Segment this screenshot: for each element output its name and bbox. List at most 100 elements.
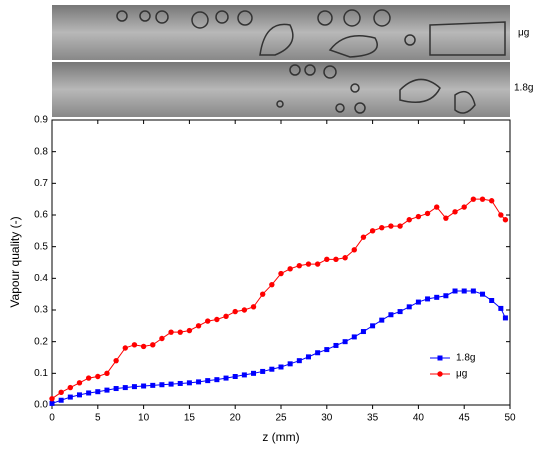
- marker: [85, 375, 92, 381]
- marker: [434, 204, 440, 210]
- marker: [186, 327, 193, 334]
- marker: [406, 304, 412, 310]
- marker: [315, 350, 321, 356]
- y-axis-label: Vapour quality (-): [8, 216, 22, 307]
- marker: [104, 387, 110, 393]
- marker: [443, 215, 449, 221]
- marker: [351, 334, 357, 340]
- marker: [76, 380, 83, 386]
- marker: [379, 317, 385, 323]
- marker: [360, 329, 366, 335]
- marker: [452, 288, 458, 294]
- marker: [241, 372, 247, 378]
- image-label: μg: [518, 28, 529, 39]
- marker: [388, 223, 394, 229]
- x-tick-label: 5: [95, 413, 101, 424]
- x-tick-label: 20: [230, 413, 242, 424]
- marker: [177, 329, 183, 335]
- x-tick-label: 0: [49, 413, 55, 424]
- x-tick-label: 25: [275, 413, 287, 424]
- marker: [324, 256, 330, 263]
- marker: [498, 305, 504, 311]
- marker: [351, 247, 357, 253]
- marker: [278, 364, 284, 370]
- marker: [58, 389, 64, 396]
- marker: [434, 294, 440, 300]
- marker: [314, 261, 321, 267]
- marker: [489, 298, 495, 303]
- marker: [333, 256, 339, 263]
- y-tick-label: 0.1: [34, 368, 48, 379]
- marker: [150, 342, 156, 348]
- marker: [76, 392, 82, 398]
- y-tick-label: 0.5: [34, 241, 48, 252]
- marker: [415, 213, 422, 220]
- legend-label: 1.8g: [456, 353, 475, 364]
- plot-frame: [51, 119, 511, 406]
- marker: [250, 304, 257, 310]
- x-tick-label: 45: [459, 413, 471, 424]
- marker: [342, 339, 348, 345]
- marker: [205, 378, 211, 384]
- bubbles: [116, 9, 506, 114]
- marker: [502, 217, 509, 223]
- marker: [406, 217, 412, 223]
- marker: [95, 373, 101, 380]
- marker: [67, 384, 74, 391]
- marker: [470, 288, 476, 294]
- marker: [150, 382, 156, 388]
- marker: [251, 370, 257, 376]
- y-tick-label: 0.8: [34, 146, 48, 157]
- legend-label: μg: [456, 369, 467, 380]
- marker: [388, 312, 394, 318]
- y-tick-label: 0.6: [34, 210, 48, 221]
- marker: [369, 228, 376, 234]
- marker: [370, 323, 376, 329]
- x-tick-label: 10: [138, 413, 150, 424]
- marker: [296, 358, 302, 364]
- marker: [49, 400, 55, 406]
- marker: [232, 374, 238, 379]
- y-tick-label: 0.9: [34, 115, 48, 126]
- marker: [223, 313, 229, 320]
- y-tick-label: 0.7: [34, 178, 48, 189]
- marker: [324, 347, 330, 353]
- marker: [498, 212, 504, 218]
- y-tick-label: 0.4: [34, 273, 48, 284]
- marker: [177, 380, 183, 386]
- marker: [168, 381, 174, 387]
- marker: [452, 209, 458, 215]
- marker: [205, 318, 211, 324]
- marker: [214, 377, 220, 383]
- marker: [122, 345, 128, 351]
- marker: [113, 386, 119, 392]
- marker: [480, 291, 486, 297]
- marker: [260, 368, 266, 374]
- marker: [424, 210, 431, 217]
- marker: [397, 223, 403, 229]
- x-tick-label: 30: [321, 413, 333, 424]
- marker: [159, 335, 165, 342]
- marker: [223, 375, 229, 381]
- marker: [232, 308, 238, 315]
- marker: [425, 296, 431, 302]
- x-axis-label: z (mm): [262, 430, 299, 444]
- marker: [159, 382, 165, 388]
- image-microgravity: [52, 5, 510, 60]
- marker: [379, 224, 385, 231]
- marker: [415, 299, 421, 305]
- marker: [305, 354, 311, 360]
- marker: [104, 370, 110, 377]
- marker: [470, 196, 477, 202]
- marker: [86, 390, 92, 396]
- marker: [333, 342, 339, 348]
- marker: [479, 196, 486, 202]
- marker: [196, 379, 202, 385]
- marker: [397, 309, 403, 315]
- y-tick-label: 0.3: [34, 305, 48, 316]
- marker: [67, 394, 73, 400]
- series-line: [51, 290, 506, 404]
- marker: [186, 380, 192, 386]
- legend-marker: [437, 371, 443, 377]
- marker: [195, 323, 202, 329]
